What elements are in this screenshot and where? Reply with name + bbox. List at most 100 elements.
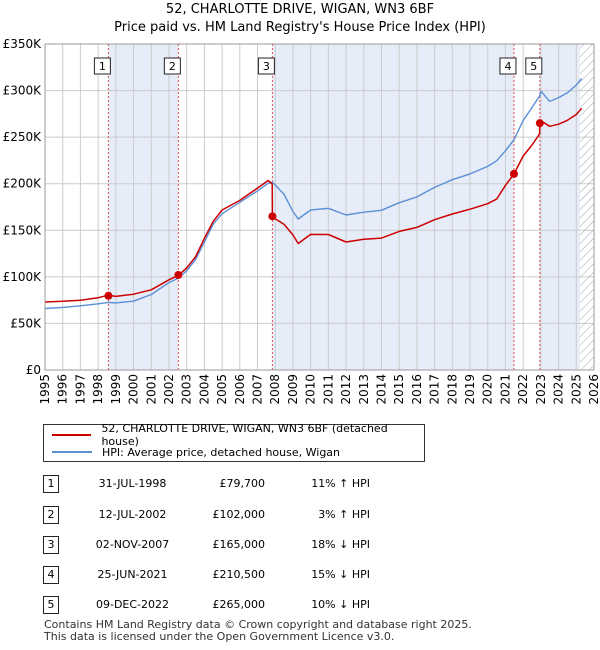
transaction-number: 3 bbox=[43, 536, 59, 554]
x-tick-label: 1998 bbox=[91, 374, 105, 405]
footer-copyright: Contains HM Land Registry data © Crown c… bbox=[44, 618, 472, 631]
transaction-hpi: 18% ↓ HPI bbox=[311, 538, 370, 551]
sale-point bbox=[509, 169, 518, 178]
x-tick-label: 2016 bbox=[410, 374, 424, 405]
transaction-date: 12-JUL-2002 bbox=[98, 508, 167, 521]
transaction-date: 31-JUL-1998 bbox=[98, 477, 167, 490]
transaction-hpi: 11% ↑ HPI bbox=[311, 477, 370, 490]
transaction-price: £79,700 bbox=[219, 477, 266, 490]
sale-point bbox=[535, 119, 544, 128]
footer: Contains HM Land Registry data © Crown c… bbox=[44, 619, 472, 643]
legend-item-property: 52, CHARLOTTE DRIVE, WIGAN, WN3 6BF (det… bbox=[52, 422, 424, 448]
sale-label-box: 1 bbox=[93, 57, 111, 75]
x-tick-label: 2022 bbox=[516, 374, 530, 405]
sale-label: 2 bbox=[169, 60, 176, 73]
sale-label: 1 bbox=[99, 60, 106, 73]
ownership-band bbox=[108, 44, 179, 370]
transaction-row: 2 12-JUL-2002 £102,000 3% ↑ HPI bbox=[0, 506, 600, 526]
sale-label-box: 3 bbox=[257, 57, 275, 75]
x-tick-label: 2006 bbox=[233, 374, 247, 405]
y-tick-label: £50K bbox=[10, 316, 42, 330]
sale-point bbox=[174, 270, 183, 279]
y-tick-label: £0 bbox=[26, 363, 41, 377]
x-tick-label: 2020 bbox=[481, 374, 495, 405]
x-tick-label: 2005 bbox=[215, 374, 229, 405]
transaction-row: 1 31-JUL-1998 £79,700 11% ↑ HPI bbox=[0, 475, 600, 495]
x-tick-label: 2000 bbox=[127, 374, 141, 405]
x-tick-label: 2011 bbox=[321, 374, 335, 405]
transaction-price: £210,500 bbox=[212, 568, 266, 581]
x-tick-label: 2024 bbox=[552, 374, 566, 405]
y-tick-label: £200K bbox=[3, 177, 43, 191]
x-tick-label: 2010 bbox=[304, 374, 318, 405]
transaction-price: £265,000 bbox=[212, 598, 266, 611]
sale-label-frame bbox=[257, 57, 275, 75]
legend-swatch-hpi bbox=[52, 451, 92, 453]
x-tick-label: 2026 bbox=[587, 374, 600, 405]
y-tick-label: £350K bbox=[3, 37, 43, 51]
x-tick-label: 2018 bbox=[445, 374, 459, 405]
x-tick-label: 2015 bbox=[392, 374, 406, 405]
x-tick-label: 2025 bbox=[569, 374, 583, 405]
transaction-number: 1 bbox=[43, 475, 59, 493]
transaction-number: 5 bbox=[43, 596, 59, 614]
legend: 52, CHARLOTTE DRIVE, WIGAN, WN3 6BF (det… bbox=[43, 422, 425, 462]
x-tick-label: 1995 bbox=[38, 374, 52, 405]
sale-label-box: 2 bbox=[163, 57, 181, 75]
plot-frame bbox=[44, 43, 595, 371]
footer-licence: This data is licensed under the Open Gov… bbox=[44, 630, 395, 643]
x-tick-label: 2023 bbox=[534, 374, 548, 405]
y-tick-label: £150K bbox=[3, 223, 43, 237]
x-tick-label: 2003 bbox=[180, 374, 194, 405]
sale-label-frame bbox=[525, 57, 543, 75]
sale-label-box: 4 bbox=[499, 57, 517, 75]
x-tick-label: 2007 bbox=[251, 374, 265, 405]
x-tick-label: 2001 bbox=[144, 374, 158, 405]
x-tick-label: 2021 bbox=[498, 374, 512, 405]
sale-point bbox=[104, 291, 113, 300]
sale-label-frame bbox=[163, 57, 181, 75]
transaction-hpi: 15% ↓ HPI bbox=[311, 568, 370, 581]
y-tick-label: £250K bbox=[3, 130, 43, 144]
x-tick-label: 2012 bbox=[339, 374, 353, 405]
x-tick-label: 2004 bbox=[197, 374, 211, 405]
sale-label: 4 bbox=[504, 60, 511, 73]
x-tick-label: 1997 bbox=[73, 374, 87, 405]
legend-swatch-property bbox=[52, 434, 92, 436]
transaction-number: 2 bbox=[43, 506, 59, 524]
legend-item-hpi: HPI: Average price, detached house, Wiga… bbox=[52, 444, 340, 460]
legend-label-hpi: HPI: Average price, detached house, Wiga… bbox=[102, 445, 341, 459]
transaction-date: 02-NOV-2007 bbox=[95, 538, 170, 551]
chart-title: 52, CHARLOTTE DRIVE, WIGAN, WN3 6BF bbox=[165, 2, 435, 17]
sale-label-frame bbox=[499, 57, 517, 75]
ownership-band bbox=[539, 44, 580, 370]
transaction-date: 25-JUN-2021 bbox=[97, 568, 168, 581]
chart-subtitle: Price paid vs. HM Land Registry's House … bbox=[114, 20, 486, 35]
transaction-date: 09-DEC-2022 bbox=[95, 598, 170, 611]
future-hatch bbox=[579, 44, 594, 370]
x-tick-label: 2008 bbox=[268, 374, 282, 405]
sale-point bbox=[268, 212, 277, 221]
sale-label-box: 5 bbox=[525, 57, 543, 75]
legend-label-property: 52, CHARLOTTE DRIVE, WIGAN, WN3 6BF (det… bbox=[101, 422, 388, 448]
transaction-price: £102,000 bbox=[212, 508, 266, 521]
x-tick-label: 2013 bbox=[357, 374, 371, 405]
sale-label: 5 bbox=[530, 60, 537, 73]
sale-label: 3 bbox=[263, 60, 270, 73]
hpi-line bbox=[44, 78, 583, 310]
y-tick-label: £300K bbox=[3, 84, 43, 98]
transaction-hpi: 10% ↓ HPI bbox=[311, 598, 370, 611]
x-tick-label: 2009 bbox=[286, 374, 300, 405]
transaction-row: 5 09-DEC-2022 £265,000 10% ↓ HPI bbox=[0, 596, 600, 616]
transaction-number: 4 bbox=[43, 566, 59, 584]
ownership-band bbox=[272, 44, 514, 370]
x-tick-label: 2019 bbox=[463, 374, 477, 405]
x-tick-label: 1999 bbox=[109, 374, 123, 405]
sale-label-frame bbox=[93, 57, 111, 75]
price-chart: 1 2 3 4 5 £0 £50K £100K £150K £200K £250K £300K £35… bbox=[3, 37, 600, 405]
x-tick-label: 2014 bbox=[374, 374, 388, 405]
transaction-price: £165,000 bbox=[212, 538, 266, 551]
transaction-row: 3 02-NOV-2007 £165,000 18% ↓ HPI bbox=[0, 536, 600, 556]
transaction-row: 4 25-JUN-2021 £210,500 15% ↓ HPI bbox=[0, 566, 600, 586]
y-tick-label: £100K bbox=[3, 270, 43, 284]
